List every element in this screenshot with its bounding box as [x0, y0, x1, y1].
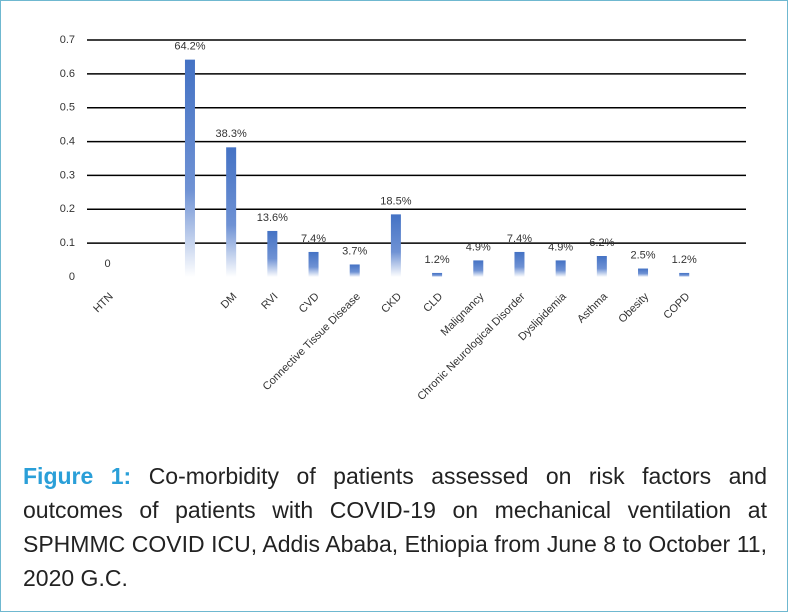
data-label: 1.2% [425, 254, 450, 266]
bar [308, 251, 319, 277]
bar [638, 268, 649, 277]
bar [184, 59, 195, 277]
y-tick-label: 0.2 [60, 203, 75, 215]
y-tick-label: 0.6 [60, 68, 75, 80]
x-tick-label: RVI [259, 291, 280, 312]
bar [596, 256, 607, 277]
data-label: 6.2% [589, 237, 614, 249]
caption-label: Figure 1: [23, 463, 132, 489]
caption: Figure 1: Co-morbidity of patients asses… [23, 459, 767, 595]
bar [349, 264, 360, 277]
bar [390, 214, 401, 277]
bar [226, 147, 237, 277]
x-tick-label: COPD [661, 291, 692, 322]
y-tick-label: 0 [69, 271, 75, 283]
x-tick-label: Asthma [575, 290, 610, 325]
y-tick-label: 0.5 [60, 102, 75, 114]
x-tick-label: CKD [379, 291, 404, 316]
bar [514, 251, 525, 277]
bar [555, 260, 566, 277]
data-label: 4.9% [548, 241, 573, 253]
data-label: 1.2% [672, 254, 697, 266]
data-label: 13.6% [257, 212, 288, 224]
x-tick-label: CVD [297, 291, 322, 316]
data-label: 18.5% [380, 195, 411, 207]
x-tick-label: Obesity [616, 290, 651, 325]
bar [267, 230, 278, 277]
bar [432, 272, 443, 277]
data-label: 2.5% [630, 249, 655, 261]
y-tick-label: 0.4 [60, 135, 75, 147]
x-tick-label: HTN [91, 291, 116, 316]
x-tick-label: CLD [421, 291, 445, 315]
data-label: 64.2% [174, 41, 205, 53]
bar [473, 260, 484, 277]
caption-text: Co-morbidity of patients assessed on ris… [23, 463, 768, 591]
data-label: 7.4% [301, 233, 326, 245]
x-tick-label: DM [219, 291, 240, 312]
data-label: 3.7% [342, 245, 367, 257]
y-tick-label: 0.7 [60, 34, 75, 46]
y-tick-label: 0.1 [60, 237, 75, 249]
bar [679, 272, 690, 277]
y-tick-label: 0.3 [60, 169, 75, 181]
data-label: 7.4% [507, 233, 532, 245]
data-label: 38.3% [216, 128, 247, 140]
data-label: 4.9% [466, 241, 491, 253]
chart: 0 0.1 0.2 0.3 0.4 0.5 0.6 0.7 HTN 0 64.2% DM 38.3% RV… [60, 34, 746, 403]
data-label: 0 [105, 258, 111, 270]
